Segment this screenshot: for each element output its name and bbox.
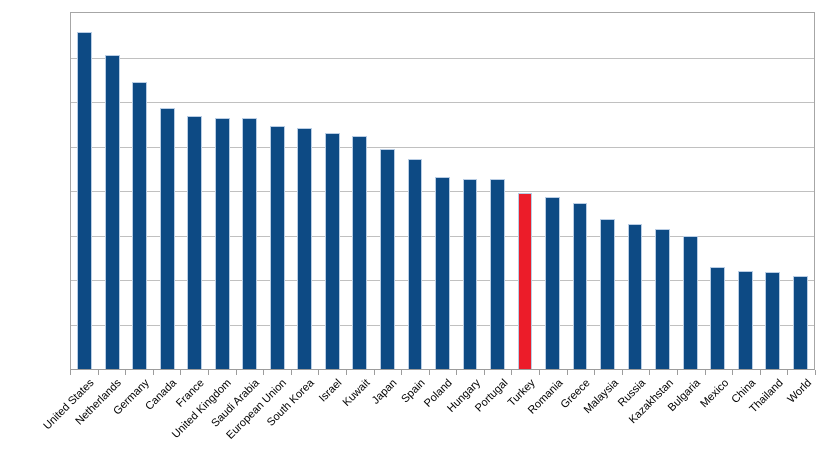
bar-portugal bbox=[490, 179, 505, 369]
x-axis-label-kuwait: Kuwait bbox=[340, 377, 373, 409]
bar-slot bbox=[374, 13, 402, 369]
bar-slot bbox=[676, 13, 704, 369]
bar-slot bbox=[649, 13, 677, 369]
axis-tick bbox=[401, 370, 403, 375]
bar-slot bbox=[99, 13, 127, 369]
axis-tick bbox=[566, 370, 568, 375]
bar-spain bbox=[407, 158, 423, 369]
axis-tick bbox=[815, 370, 816, 375]
axis-tick bbox=[428, 370, 430, 375]
bar-slot bbox=[236, 13, 264, 369]
axis-tick bbox=[483, 370, 485, 375]
bar-slot bbox=[456, 13, 484, 369]
bar-slot bbox=[126, 13, 154, 369]
bar-slot bbox=[566, 13, 594, 369]
axis-tick bbox=[732, 370, 734, 375]
bars bbox=[71, 13, 814, 369]
bar-united-kingdom bbox=[214, 117, 230, 369]
axis-tick bbox=[263, 370, 265, 375]
x-axis-label-mexico: Mexico bbox=[697, 377, 731, 411]
bar-japan bbox=[380, 148, 395, 369]
bar-bulgaria bbox=[682, 236, 698, 369]
bar-slot bbox=[539, 13, 567, 369]
bar-slot bbox=[704, 13, 732, 369]
bar-south-korea bbox=[297, 127, 313, 369]
bar-france bbox=[187, 116, 203, 369]
bar-thailand bbox=[765, 272, 781, 369]
bar-slot bbox=[209, 13, 237, 369]
axis-tick bbox=[621, 370, 623, 375]
bar-israel bbox=[324, 133, 340, 369]
bar-turkey bbox=[517, 193, 533, 369]
axis-tick bbox=[373, 370, 375, 375]
axis-tick bbox=[345, 370, 347, 375]
axis-tick bbox=[180, 370, 182, 375]
axis-tick bbox=[787, 370, 789, 375]
bar-slot bbox=[401, 13, 429, 369]
x-axis-ticks bbox=[70, 370, 816, 376]
axis-tick bbox=[290, 370, 292, 375]
bar-slot bbox=[759, 13, 787, 369]
bar-slot bbox=[511, 13, 539, 369]
x-axis-label-japan: Japan bbox=[370, 377, 400, 407]
x-axis-labels: United States Netherlands Germany Canada Fra… bbox=[0, 377, 832, 468]
bar-kuwait bbox=[352, 136, 368, 369]
gridline bbox=[71, 57, 814, 59]
plot-area bbox=[70, 12, 815, 370]
bar-canada bbox=[159, 108, 175, 369]
axis-tick bbox=[235, 370, 237, 375]
bar-slot bbox=[154, 13, 182, 369]
bar-slot bbox=[291, 13, 319, 369]
bar-slot bbox=[731, 13, 759, 369]
axis-tick bbox=[125, 370, 127, 375]
bar-germany bbox=[132, 81, 148, 369]
gridline bbox=[71, 102, 814, 103]
bar-kazakhstan bbox=[655, 229, 670, 369]
axis-tick bbox=[649, 370, 651, 375]
axis-tick bbox=[594, 370, 596, 375]
bar-world bbox=[792, 276, 808, 369]
bar-malaysia bbox=[600, 218, 615, 369]
x-axis-label-world: World bbox=[785, 377, 814, 406]
axis-tick bbox=[456, 370, 458, 375]
axis-tick bbox=[677, 370, 679, 375]
bar-greece bbox=[572, 203, 588, 369]
bar-united-states bbox=[77, 31, 93, 369]
axis-tick bbox=[511, 370, 513, 375]
gridline bbox=[71, 146, 814, 148]
bar-netherlands bbox=[104, 54, 120, 369]
axis-tick bbox=[70, 370, 71, 375]
bar-slot bbox=[429, 13, 457, 369]
bar-slot bbox=[181, 13, 209, 369]
axis-tick bbox=[97, 370, 99, 375]
axis-tick bbox=[152, 370, 154, 375]
bar-china bbox=[737, 271, 753, 369]
bar-slot bbox=[346, 13, 374, 369]
bar-european-union bbox=[269, 125, 285, 369]
bar-slot bbox=[621, 13, 649, 369]
axis-tick bbox=[318, 370, 320, 375]
bar-slot bbox=[594, 13, 622, 369]
bar-slot bbox=[484, 13, 512, 369]
axis-tick bbox=[704, 370, 706, 375]
axis-tick bbox=[759, 370, 761, 375]
bar-slot bbox=[786, 13, 814, 369]
bar-saudi-arabia bbox=[242, 118, 258, 369]
bar-slot bbox=[319, 13, 347, 369]
bar-hungary bbox=[462, 178, 478, 369]
bar-mexico bbox=[710, 267, 726, 369]
bar-slot bbox=[264, 13, 292, 369]
axis-tick bbox=[539, 370, 541, 375]
axis-tick bbox=[207, 370, 209, 375]
bar-slot bbox=[71, 13, 99, 369]
bar-poland bbox=[435, 177, 450, 369]
bar-romania bbox=[545, 196, 560, 369]
bar-russia bbox=[627, 223, 643, 369]
